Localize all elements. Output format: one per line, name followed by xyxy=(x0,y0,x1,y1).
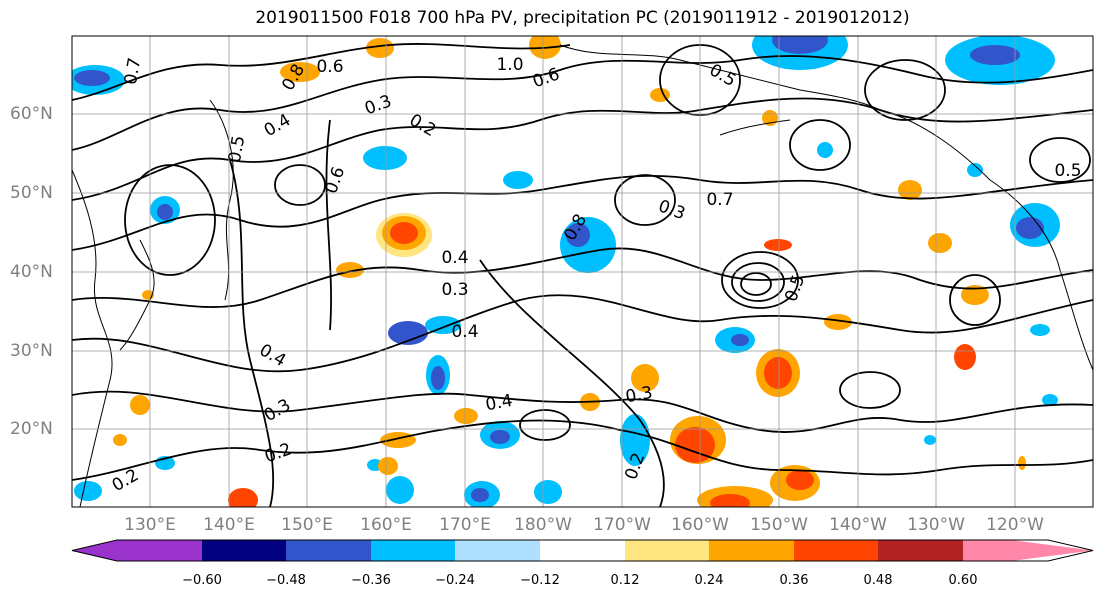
contour-label: 1.0 xyxy=(496,55,523,75)
lon-label-160w: 160°W xyxy=(671,515,729,535)
contour-label: 0.4 xyxy=(451,322,478,342)
contour-label: 0.5 xyxy=(225,134,249,164)
contour-label: 0.3 xyxy=(441,280,468,300)
lon-label-140w: 140°W xyxy=(829,515,887,535)
colorbar-tick-9: 0.48 xyxy=(863,573,893,588)
contour-label: 0.7 xyxy=(121,56,145,86)
gridlines xyxy=(72,36,1093,507)
colorbar-segment xyxy=(202,540,286,561)
colorbar-tick-3: −0.36 xyxy=(351,573,391,588)
colorbar-tick-8: 0.36 xyxy=(779,573,809,588)
lon-label-180w: 180°W xyxy=(514,515,572,535)
contour-label: 0.4 xyxy=(441,248,468,268)
map-frame xyxy=(71,35,1094,508)
lat-label-60n: 60°N xyxy=(10,104,53,124)
lon-label-150w: 150°W xyxy=(750,515,808,535)
lon-label-170w: 170°W xyxy=(593,515,651,535)
colorbar-segment xyxy=(878,540,963,561)
lon-label-130w: 130°W xyxy=(907,515,965,535)
contour-label: 0.7 xyxy=(706,190,733,210)
contour-label: 0.5 xyxy=(1054,161,1081,181)
colorbar-segment xyxy=(794,540,878,561)
colorbar-segment xyxy=(963,540,1093,561)
lat-label-20n: 20°N xyxy=(10,419,53,439)
lon-label-130e: 130°E xyxy=(124,515,176,535)
pv-contours xyxy=(72,43,1093,507)
colorbar-segment xyxy=(72,540,202,561)
contour-label: 0.3 xyxy=(624,383,654,407)
lon-label-120w: 120°W xyxy=(986,515,1044,535)
colorbar-segment xyxy=(540,540,625,561)
lat-label-30n: 30°N xyxy=(10,341,53,361)
colorbar-tick-4: −0.24 xyxy=(435,573,475,588)
colorbar-tick-2: −0.48 xyxy=(266,573,306,588)
map-title: 2019011500 F018 700 hPa PV, precipitatio… xyxy=(255,8,910,28)
colorbar-tick-1: −0.60 xyxy=(182,573,222,588)
lat-label-40n: 40°N xyxy=(10,262,53,282)
colorbar-tick-10: 0.60 xyxy=(948,573,978,588)
colorbar-tick-6: 0.12 xyxy=(610,573,640,588)
colorbar-segment xyxy=(286,540,371,561)
colorbar-tick-5: −0.12 xyxy=(520,573,560,588)
colorbar-tick-7: 0.24 xyxy=(694,573,724,588)
colorbar-segment xyxy=(625,540,709,561)
colorbar-outline xyxy=(71,539,1094,562)
precipitation-anomaly-shading xyxy=(72,36,1060,507)
colorbar-segment xyxy=(455,540,540,561)
contour-label: 0.6 xyxy=(316,57,343,77)
contour-label: 0.4 xyxy=(484,391,514,415)
colorbar-segments xyxy=(71,539,1094,562)
lat-label-50n: 50°N xyxy=(10,183,53,203)
colorbar-segment xyxy=(371,540,455,561)
lon-label-170e: 170°E xyxy=(439,515,491,535)
lon-label-150e: 150°E xyxy=(281,515,333,535)
colorbar-segment xyxy=(709,540,794,561)
lon-label-140e: 140°E xyxy=(203,515,255,535)
lon-label-160e: 160°E xyxy=(360,515,412,535)
